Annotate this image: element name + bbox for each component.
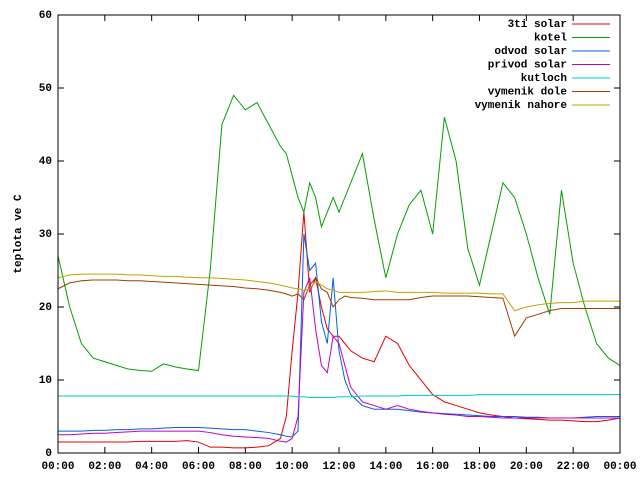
series-line xyxy=(57,276,620,338)
y-tick-label: 40 xyxy=(39,156,52,168)
series-line xyxy=(57,273,620,312)
y-tick-label: 60 xyxy=(39,10,52,22)
y-tick-label: 10 xyxy=(39,375,52,387)
x-tick-label: 14:00 xyxy=(369,461,402,473)
series-line xyxy=(58,212,621,449)
plot-border xyxy=(57,14,621,454)
x-tick-label: 08:00 xyxy=(229,461,262,473)
x-tick-label: 00:00 xyxy=(603,461,636,473)
legend-label: 3ti solar xyxy=(508,19,567,31)
x-tick-label: 22:00 xyxy=(557,461,590,473)
x-tick-label: 04:00 xyxy=(135,461,168,473)
x-tick-label: 18:00 xyxy=(463,461,496,473)
x-tick-label: 12:00 xyxy=(322,461,355,473)
y-tick-label: 0 xyxy=(45,448,52,460)
y-tick-label: 50 xyxy=(39,83,52,95)
legend-label: kutloch xyxy=(521,73,567,85)
x-tick-label: 06:00 xyxy=(182,461,215,473)
series-line xyxy=(57,94,621,372)
y-tick-label: 30 xyxy=(39,229,52,241)
x-tick-label: 16:00 xyxy=(416,461,449,473)
series-line xyxy=(58,277,620,443)
legend-label: vymenik nahore xyxy=(475,100,568,112)
legend-label: vymenik dole xyxy=(488,86,568,98)
legend-label: odvod solar xyxy=(494,46,567,58)
x-tick-label: 02:00 xyxy=(88,461,121,473)
y-tick-label: 20 xyxy=(39,302,52,314)
legend-label: kotel xyxy=(534,32,567,44)
x-tick-label: 00:00 xyxy=(41,461,74,473)
legend-label: privod solar xyxy=(488,59,567,71)
series-line xyxy=(58,233,620,438)
series-line xyxy=(58,394,620,399)
x-tick-label: 10:00 xyxy=(276,461,309,473)
y-axis-label: teplota ve C xyxy=(13,194,25,274)
x-tick-label: 20:00 xyxy=(510,461,543,473)
